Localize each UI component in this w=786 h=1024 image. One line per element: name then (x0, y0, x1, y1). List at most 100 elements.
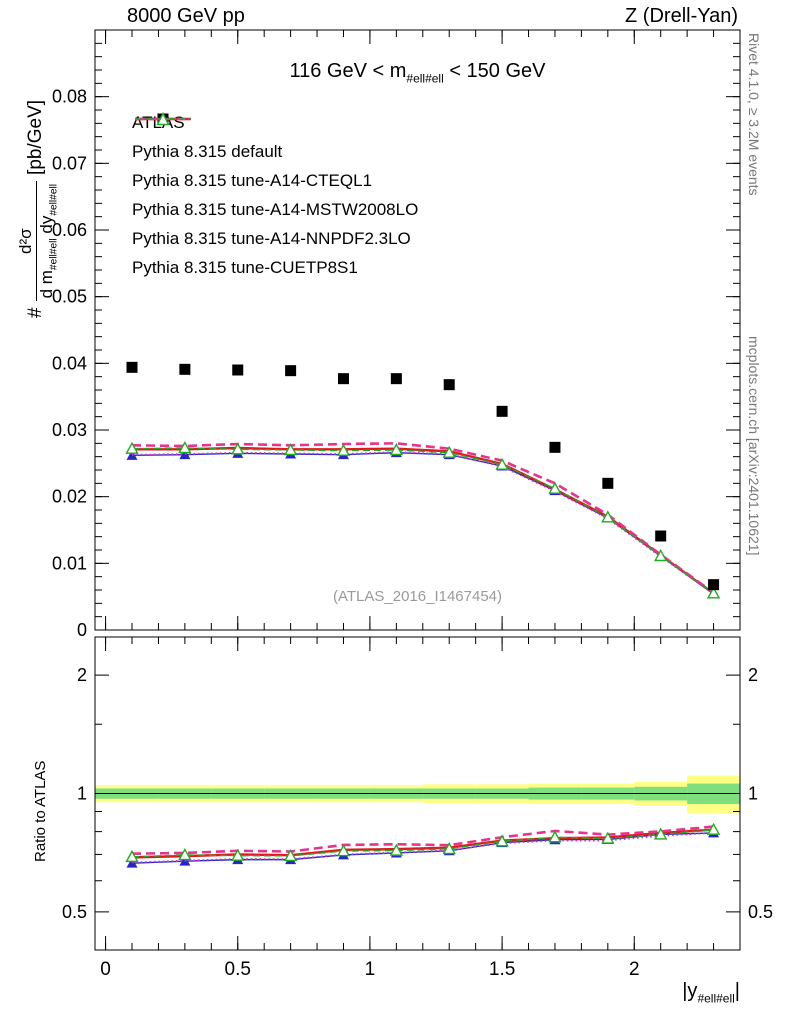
x-label-post: | (734, 980, 740, 1002)
series-line-cuetp8s1 (131, 829, 714, 858)
data-point-atlas (602, 477, 614, 489)
x-tick-label: 1 (365, 959, 376, 980)
data-point-atlas (708, 579, 720, 591)
legend-item-nnpdf: Pythia 8.315 tune-A14-NNPDF2.3LO (132, 118, 418, 253)
y-tick-label: 0.03 (52, 420, 87, 440)
series-line-nnpdf (131, 832, 714, 864)
legend-label-nnpdf: Pythia 8.315 tune-A14-NNPDF2.3LO (132, 228, 411, 248)
data-point-cuetp8s1 (495, 834, 509, 847)
data-point-cuetp8s1 (706, 586, 721, 599)
ratio-y-tick-label: 0.5 (62, 902, 87, 922)
data-point-cuetp8s1 (336, 443, 351, 456)
ratio-y-tick-label: 1 (77, 784, 87, 804)
data-point-atlas (390, 373, 402, 385)
data-point-atlas (443, 379, 455, 391)
legend-sample-cuetp8s1 (135, 111, 191, 126)
main-panel-frame (94, 29, 741, 631)
data-point-atlas (655, 530, 667, 542)
legend-label-cuetp8s1: Pythia 8.315 tune-CUETP8S1 (132, 257, 358, 277)
y-label-den-pre: d m (36, 270, 56, 299)
ratio-y-tick-label: 2 (77, 665, 87, 685)
y-label-den-mid: dy (36, 215, 56, 239)
y-label-units: [pb/GeV] (25, 99, 47, 175)
legend-label-mstw: Pythia 8.315 tune-A14-MSTW2008LO (132, 199, 419, 219)
data-point-atlas (285, 365, 297, 377)
series-line-cteql1 (131, 828, 714, 859)
data-point-default (126, 857, 138, 868)
x-tick-label: 2 (629, 959, 640, 980)
header-process: Z (Drell-Yan) (625, 5, 738, 27)
data-point-atlas (549, 441, 561, 453)
panel-title-post: < 150 GeV (443, 60, 546, 82)
y-label-fraction: d²σ d m#ell#ell dy#ell#ell (16, 180, 60, 302)
data-point-cuetp8s1 (125, 441, 139, 454)
data-point-cuetp8s1 (125, 849, 139, 863)
data-point-default (126, 449, 138, 460)
x-axis-label: |y#ell#ell| (682, 980, 740, 1006)
legend-label-default: Pythia 8.315 default (132, 141, 283, 161)
y-tick-label: 0.04 (52, 353, 87, 373)
panel-title-sub: #ell#ell (406, 71, 444, 86)
x-tick-label: 0 (100, 959, 111, 980)
panel-title-pre: 116 GeV < m (289, 60, 407, 82)
y-label-numerator: d²σ (16, 228, 35, 254)
panel-title: 116 GeV < m#ell#ell < 150 GeV (95, 60, 740, 86)
data-point-cuetp8s1 (283, 443, 298, 456)
y-tick-label: 0.02 (52, 487, 87, 507)
ratio-y-tick-label-right: 1 (748, 784, 758, 804)
y-tick-label: 0 (77, 620, 87, 640)
ratio-y-tick-label-right: 0.5 (748, 902, 773, 922)
legend-item-cuetp8s1: Pythia 8.315 tune-CUETP8S1 (132, 111, 418, 282)
data-point-atlas (496, 405, 508, 417)
data-point-cuetp8s1 (442, 445, 456, 458)
rivet-version-note: Rivet 4.1.0, ≥ 3.2M events (746, 33, 762, 196)
ratio-y-tick-label-right: 2 (748, 665, 758, 685)
y-tick-label: 0.01 (52, 553, 87, 573)
y-label-denominator: d m#ell#ell dy#ell#ell (35, 180, 60, 302)
y-label-den-sub1: #ell#ell (48, 238, 60, 271)
header-beam-energy: 8000 GeV pp (127, 5, 245, 27)
series-line-default (131, 451, 714, 595)
legend-glyph-cuetp8s1 (156, 111, 170, 126)
y-label-prefix: # (25, 307, 47, 318)
analysis-id-watermark: (ATLAS_2016_I1467454) (332, 588, 502, 605)
data-point-atlas (232, 364, 244, 376)
data-point-cuetp8s1 (389, 443, 404, 456)
data-point-cuetp8s1 (336, 844, 351, 857)
x-label-pre: |y (682, 980, 698, 1002)
x-tick-label: 0.5 (225, 959, 251, 980)
legend-label-cteql1: Pythia 8.315 tune-A14-CTEQL1 (132, 170, 373, 190)
data-point-cuetp8s1 (178, 847, 192, 861)
data-point-cuetp8s1 (706, 822, 721, 835)
x-tick-label: 1.5 (489, 959, 515, 980)
x-label-sub: #ell#ell (697, 991, 735, 1006)
data-point-cuetp8s1 (654, 827, 668, 840)
y-label-den-sub2: #ell#ell (48, 183, 60, 216)
data-point-cuetp8s1 (283, 848, 298, 862)
ratio-axis-label: Ratio to ATLAS (32, 760, 49, 862)
legend-item-mstw: Pythia 8.315 tune-A14-MSTW2008LO (132, 117, 419, 224)
data-point-cuetp8s1 (231, 442, 245, 455)
data-point-cuetp8s1 (601, 831, 615, 844)
data-point-atlas (179, 363, 191, 375)
data-point-cuetp8s1 (389, 843, 404, 856)
data-point-cuetp8s1 (495, 457, 509, 470)
data-point-cuetp8s1 (654, 549, 668, 562)
series-line-cuetp8s1 (131, 447, 714, 594)
series-line-cteql1 (132, 446, 715, 595)
y-axis-label: # d²σ d m#ell#ell dy#ell#ell [pb/GeV] (16, 99, 60, 318)
data-point-cuetp8s1 (231, 848, 245, 861)
data-point-atlas (337, 373, 349, 385)
data-point-cuetp8s1 (548, 830, 562, 843)
mcplots-credit-note: mcplots.cern.ch [arXiv:2401.10621] (746, 336, 762, 556)
series-line-nnpdf (131, 451, 715, 595)
y-tick-label: 0.07 (52, 153, 87, 173)
legend-item-default: Pythia 8.315 default (132, 113, 418, 166)
data-point-cuetp8s1 (548, 481, 562, 494)
data-point-cuetp8s1 (442, 841, 456, 855)
y-tick-label: 0.05 (52, 287, 87, 307)
y-tick-label: 0.08 (52, 87, 87, 107)
legend-item-cteql1: Pythia 8.315 tune-A14-CTEQL1 (132, 117, 418, 195)
